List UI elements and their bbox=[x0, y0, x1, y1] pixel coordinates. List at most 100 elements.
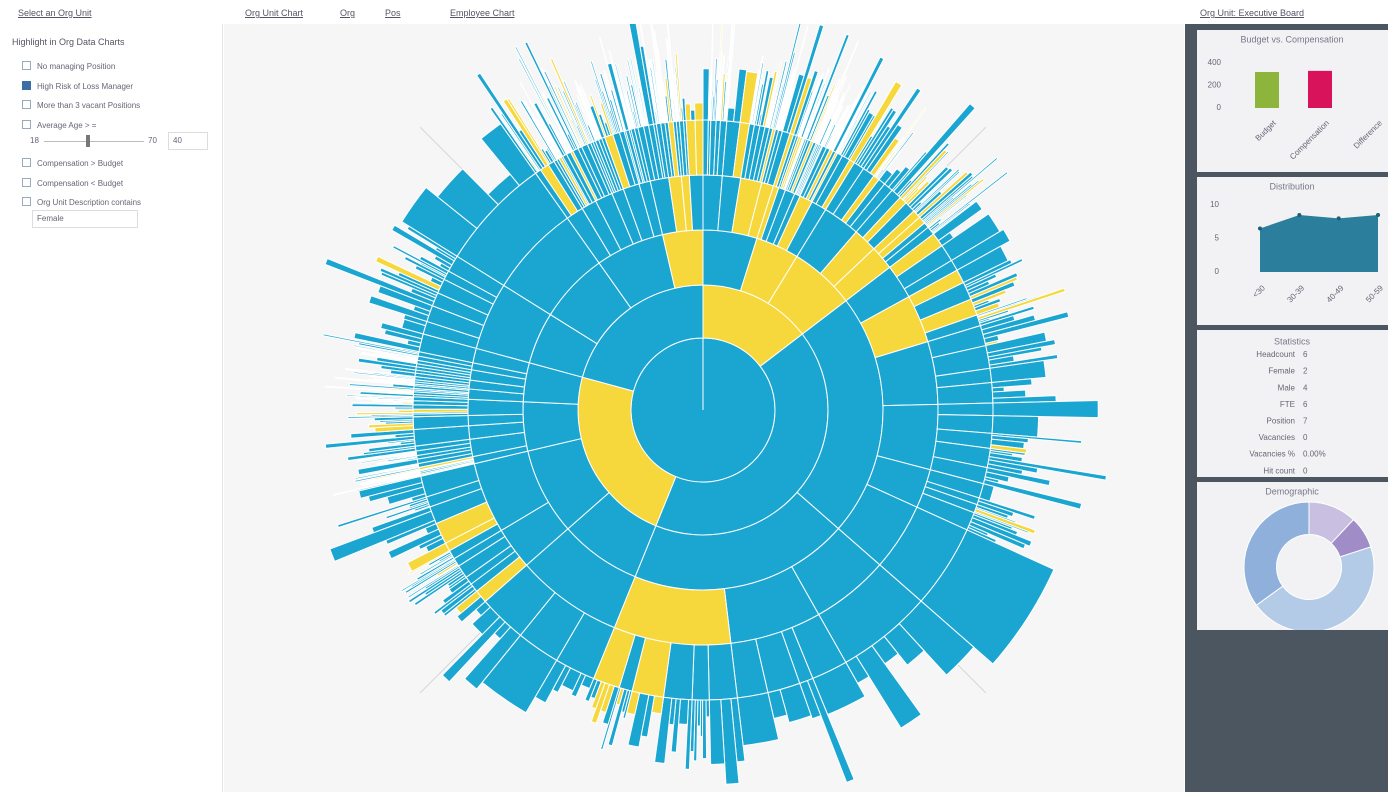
slider-thumb[interactable] bbox=[86, 135, 90, 147]
filter-panel: Highlight in Org Data Charts No managing… bbox=[0, 24, 223, 792]
stat-value: 7 bbox=[1303, 417, 1308, 426]
x-tick-label: <30 bbox=[1251, 283, 1267, 299]
slider-max: 70 bbox=[148, 136, 157, 145]
stat-value: 0.00% bbox=[1303, 450, 1326, 459]
sunburst-segment[interactable] bbox=[694, 119, 704, 176]
age-input[interactable]: 40 bbox=[168, 132, 208, 150]
stat-label: Vacancies bbox=[1259, 433, 1295, 442]
statistics: Statistics Headcount 6 Female 2 Male 4 FTE 6 Posi… bbox=[1249, 336, 1326, 475]
bar-chart: Budget vs. Compensation 0 200 400 Budget Comp… bbox=[1208, 34, 1385, 162]
top-bar: Select an Org Unit Org Unit Chart Org Po… bbox=[0, 0, 1388, 24]
stat-value: 6 bbox=[1303, 400, 1308, 409]
sunburst-segment[interactable] bbox=[694, 102, 704, 121]
checkbox[interactable] bbox=[22, 81, 31, 90]
sunburst-segment[interactable] bbox=[992, 400, 1099, 419]
filter-option[interactable]: More than 3 vacant Positions bbox=[22, 100, 140, 112]
org-select[interactable]: Select an Org Unit bbox=[18, 8, 92, 18]
filter-option[interactable]: High Risk of Loss Manager bbox=[22, 81, 133, 93]
checkbox[interactable] bbox=[22, 61, 31, 70]
filter-option[interactable]: No managing Position bbox=[22, 61, 115, 73]
slider-min: 18 bbox=[30, 136, 39, 145]
donut-chart: Demographic bbox=[1243, 486, 1375, 633]
stat-value: 6 bbox=[1303, 350, 1308, 359]
filter-title: Highlight in Org Data Charts bbox=[12, 37, 125, 47]
chart-area bbox=[224, 5, 1184, 792]
stats-title: Statistics bbox=[1274, 336, 1311, 346]
chart-title: Distribution bbox=[1269, 181, 1314, 191]
checkbox[interactable] bbox=[22, 120, 31, 129]
point bbox=[1297, 213, 1302, 218]
area-chart: Distribution 0 5 10 <30 30-39 40-49 50-59 bbox=[1210, 181, 1385, 304]
option-label: No managing Position bbox=[37, 62, 116, 71]
filter-option[interactable]: Compensation < Budget bbox=[22, 178, 123, 190]
stat-label: Position bbox=[1267, 417, 1295, 426]
sunburst-segment[interactable] bbox=[631, 338, 775, 482]
card: Statistics Headcount 6 Female 2 Male 4 FTE 6 Posi… bbox=[1197, 330, 1388, 477]
option-label: High Risk of Loss Manager bbox=[37, 82, 134, 91]
view-tab[interactable]: Org bbox=[340, 8, 356, 18]
card: Budget vs. Compensation 0 200 400 Budget Comp… bbox=[1197, 30, 1388, 172]
bar bbox=[1255, 72, 1279, 108]
point bbox=[1258, 226, 1262, 231]
y-tick-label: 0 bbox=[1215, 267, 1220, 276]
option-label: Org Unit Description contains bbox=[37, 198, 142, 207]
sunburst bbox=[322, 5, 1108, 785]
filter-option[interactable]: Org Unit Description contains bbox=[22, 197, 141, 209]
chart-title: Budget vs. Compensation bbox=[1240, 34, 1343, 44]
x-tick-label: 40-49 bbox=[1325, 283, 1346, 304]
y-tick-label: 10 bbox=[1210, 200, 1219, 209]
card: Distribution 0 5 10 <30 30-39 40-49 50-59 bbox=[1197, 177, 1388, 325]
y-tick-label: 0 bbox=[1217, 103, 1222, 112]
x-tick-label: Budget bbox=[1254, 118, 1279, 143]
checkbox[interactable] bbox=[22, 197, 31, 206]
stat-label: FTE bbox=[1280, 400, 1295, 409]
org-unit[interactable]: Org Unit: Executive Board bbox=[1200, 8, 1305, 18]
filter-option[interactable]: Compensation > Budget bbox=[22, 158, 123, 170]
stat-label: Male bbox=[1278, 383, 1296, 392]
stat-value: 0 bbox=[1303, 466, 1308, 475]
x-tick-label: Difference bbox=[1352, 118, 1384, 150]
option-label: Average Age > = bbox=[37, 121, 97, 130]
option-label: Compensation > Budget bbox=[37, 159, 124, 168]
sunburst-segment[interactable] bbox=[701, 699, 708, 760]
stat-label: Headcount bbox=[1256, 350, 1295, 359]
bar bbox=[1308, 70, 1332, 108]
slider-track bbox=[44, 141, 144, 142]
checkbox[interactable] bbox=[22, 158, 31, 167]
x-tick-label: Compensation bbox=[1288, 119, 1331, 162]
stat-value: 2 bbox=[1303, 367, 1308, 376]
filter-option[interactable]: Average Age > = bbox=[22, 120, 96, 132]
stat-label: Vacancies % bbox=[1249, 450, 1295, 459]
y-tick-label: 200 bbox=[1208, 81, 1222, 90]
y-tick-label: 5 bbox=[1215, 234, 1220, 243]
point bbox=[1376, 213, 1380, 218]
x-tick-label: 30-39 bbox=[1285, 283, 1306, 304]
donut-slice bbox=[1255, 546, 1375, 633]
stat-value: 4 bbox=[1303, 383, 1308, 392]
text-input[interactable]: Female bbox=[32, 210, 138, 228]
option-label: More than 3 vacant Positions bbox=[37, 101, 141, 110]
side-panel: Budget vs. Compensation 0 200 400 Budget Comp… bbox=[1185, 24, 1388, 792]
area bbox=[1260, 215, 1378, 272]
donut-slice bbox=[1243, 501, 1310, 606]
checkbox[interactable] bbox=[22, 178, 31, 187]
option-label: Compensation < Budget bbox=[37, 179, 124, 188]
view-tab[interactable]: Employee Chart bbox=[450, 8, 515, 18]
y-tick-label: 400 bbox=[1208, 58, 1222, 67]
sunburst-segment[interactable] bbox=[937, 402, 994, 417]
stat-label: Hit count bbox=[1263, 466, 1295, 475]
x-tick-label: 50-59 bbox=[1364, 283, 1385, 304]
card: Demographic bbox=[1197, 482, 1388, 633]
stat-value: 0 bbox=[1303, 433, 1308, 442]
stat-label: Female bbox=[1268, 367, 1295, 376]
sunburst-segment[interactable] bbox=[329, 510, 436, 563]
chart-title: Demographic bbox=[1265, 486, 1319, 496]
sunburst-segment[interactable] bbox=[684, 103, 692, 122]
age-slider[interactable]: 18 70 40 bbox=[30, 132, 210, 150]
sunburst-segment[interactable] bbox=[691, 644, 710, 701]
checkbox[interactable] bbox=[22, 100, 31, 109]
point bbox=[1336, 216, 1341, 221]
view-tab[interactable]: Pos bbox=[385, 8, 401, 18]
view-tab[interactable]: Org Unit Chart bbox=[245, 8, 304, 18]
